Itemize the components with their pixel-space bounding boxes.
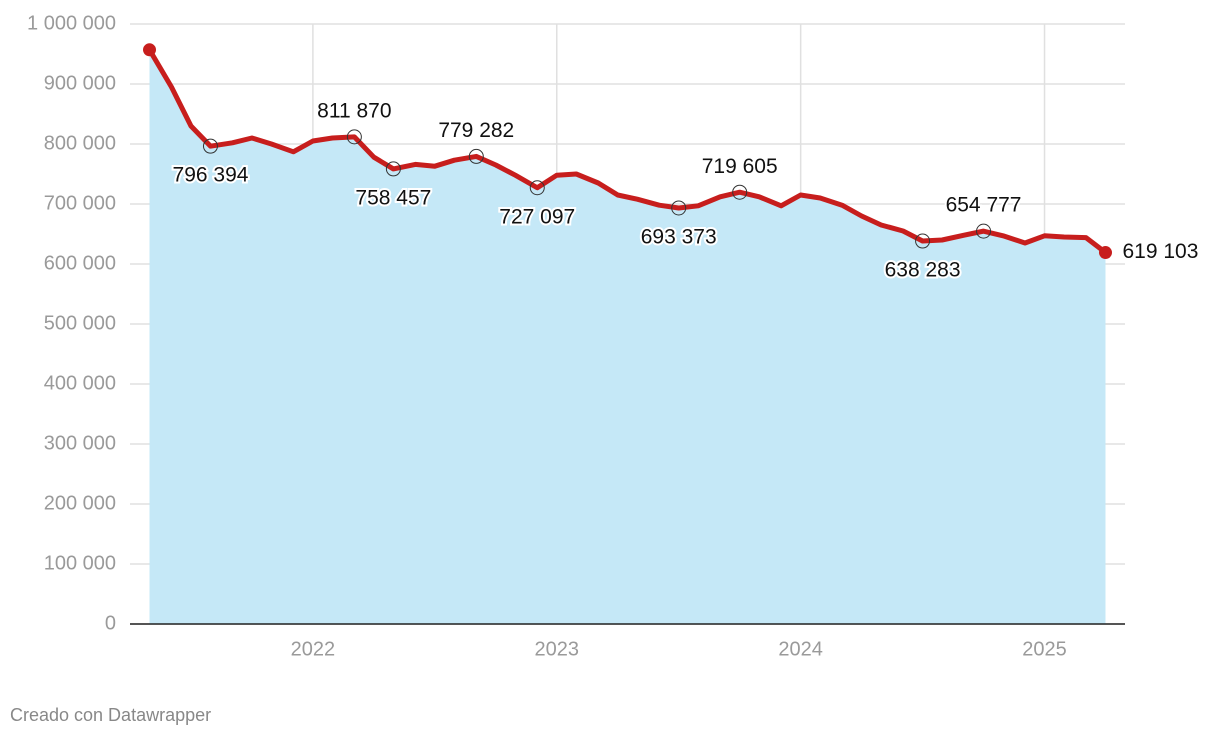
data-label: 796 394 xyxy=(173,164,249,187)
y-tick-label: 700 000 xyxy=(44,192,116,214)
marker xyxy=(976,223,992,239)
data-label: 811 870 xyxy=(317,99,391,122)
data-label: 619 103 xyxy=(1122,240,1198,263)
data-label: 638 283 xyxy=(885,259,961,282)
y-tick-label: 500 000 xyxy=(44,312,116,334)
marker xyxy=(529,180,545,196)
y-tick-label: 800 000 xyxy=(44,132,116,154)
y-tick-label: 0 xyxy=(105,612,116,634)
marker xyxy=(1098,246,1112,260)
data-label: 654 777 xyxy=(946,194,1022,217)
data-label: 758 457 xyxy=(355,186,431,209)
marker xyxy=(202,138,218,154)
marker xyxy=(346,129,362,145)
y-tick-label: 1 000 000 xyxy=(27,12,116,34)
marker xyxy=(468,148,484,164)
marker xyxy=(732,184,748,200)
y-tick-label: 200 000 xyxy=(44,492,116,514)
marker xyxy=(915,233,931,249)
area xyxy=(149,49,1106,625)
data-label: 693 373 xyxy=(641,226,717,249)
marker xyxy=(143,43,157,57)
data-label: 727 097 xyxy=(499,205,575,228)
y-tick-label: 100 000 xyxy=(44,552,116,574)
x-tick-label: 2022 xyxy=(291,638,336,660)
line xyxy=(147,48,1108,255)
x-tick-label: 2025 xyxy=(1022,638,1067,660)
marker xyxy=(385,161,401,177)
x-tick-label: 2024 xyxy=(778,638,823,660)
y-tick-label: 900 000 xyxy=(44,72,116,94)
data-label: 719 605 xyxy=(702,155,778,178)
credit: Creado con Datawrapper xyxy=(10,705,211,725)
y-tick-label: 400 000 xyxy=(44,372,116,394)
marker xyxy=(671,200,687,216)
y-tick-label: 300 000 xyxy=(44,432,116,454)
y-tick-label: 600 000 xyxy=(44,252,116,274)
x-tick-label: 2023 xyxy=(535,638,580,660)
data-label: 779 282 xyxy=(438,119,514,142)
